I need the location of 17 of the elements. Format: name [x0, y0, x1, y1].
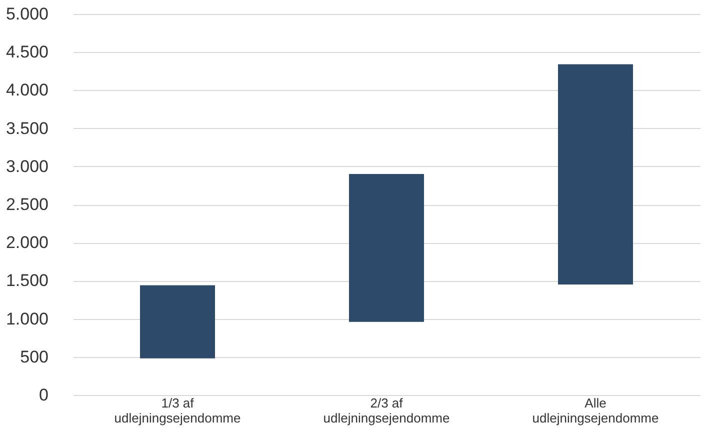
y-tick-label: 2.000 — [6, 233, 48, 252]
y-tick-label: 1.000 — [6, 309, 48, 328]
y-tick-label: 2.500 — [6, 195, 48, 214]
bar — [558, 64, 633, 285]
y-tick-label: 4.000 — [6, 80, 48, 100]
x-tick-label: 1/3 af udlejningsejendomme — [114, 396, 241, 426]
bar — [349, 174, 424, 322]
y-tick-label: 3.500 — [6, 118, 48, 138]
y-tick-label: 0 — [39, 386, 48, 404]
x-tick-label: Alle udlejningsejendomme — [532, 396, 659, 426]
x-tick-label: 2/3 af udlejningsejendomme — [323, 396, 450, 426]
y-tick-label: 1.500 — [6, 271, 48, 290]
y-tick-label: 5.000 — [6, 4, 48, 24]
bar — [140, 285, 215, 358]
y-tick-label: 500 — [20, 347, 48, 366]
y-tick-label: 3.000 — [6, 156, 48, 176]
y-tick-label: 4.500 — [6, 42, 48, 62]
